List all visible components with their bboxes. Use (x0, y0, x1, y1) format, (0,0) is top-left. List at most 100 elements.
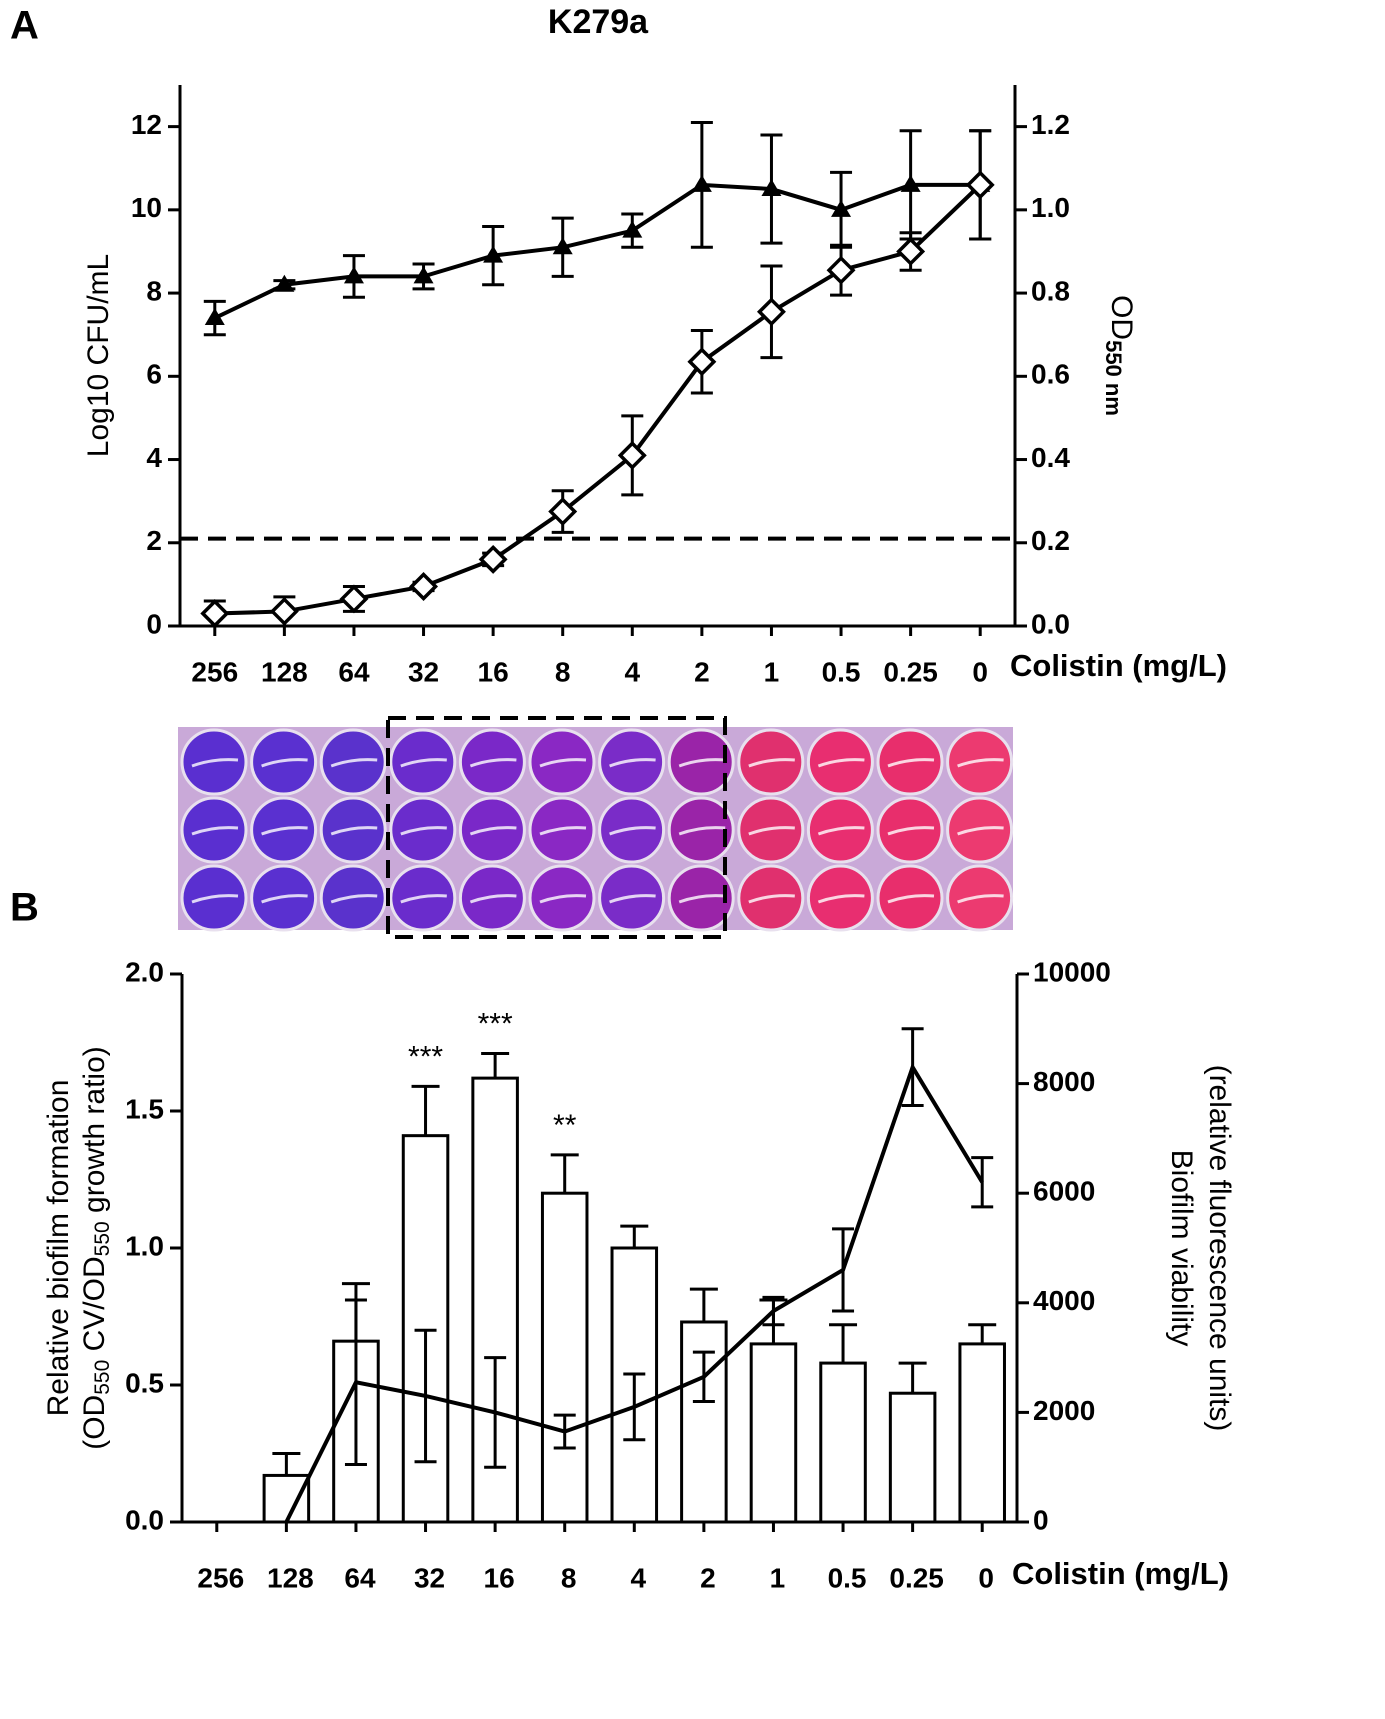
y2-tick-label: 0.4 (1031, 442, 1070, 473)
well-meniscus (817, 758, 865, 768)
well-meniscus (887, 758, 935, 768)
well-meniscus (609, 758, 656, 768)
y-tick-label: 8 (146, 275, 162, 306)
x-tick-label: 0.25 (883, 656, 938, 687)
marker (204, 308, 225, 326)
y2-tick-label: 4000 (1033, 1285, 1095, 1316)
y2-axis-label: Biofilm viability (1165, 1150, 1198, 1347)
y2-tick-label: 8000 (1033, 1066, 1095, 1097)
marker (548, 497, 578, 527)
well-meniscus (957, 758, 1004, 768)
error-bar (829, 1323, 858, 1364)
y2-tick-label: 1.0 (1031, 192, 1070, 223)
y-tick-label: 0 (146, 608, 162, 639)
well-meniscus (330, 894, 378, 904)
line (214, 183, 982, 616)
marker (478, 544, 508, 574)
y-axis-label: Log10 CFU/mL (82, 254, 115, 457)
well-meniscus (400, 894, 447, 904)
well-meniscus (469, 826, 517, 836)
marker (826, 255, 856, 285)
y-tick-label: 6 (146, 359, 162, 390)
error-bar (272, 1452, 301, 1476)
error-bar (620, 1224, 649, 1248)
marker (687, 347, 717, 377)
well-meniscus (887, 894, 935, 904)
bar (958, 1342, 1006, 1524)
well-meniscus (957, 894, 1004, 904)
y-tick-label: 1.0 (125, 1230, 164, 1261)
marker (896, 236, 926, 266)
y2-axis-label: (relative fluorescence units) (1203, 1065, 1236, 1432)
marker (761, 179, 782, 197)
well-meniscus (469, 894, 517, 904)
well-meniscus (539, 826, 587, 836)
error-bar (550, 1153, 579, 1194)
marker (617, 440, 647, 470)
bar (540, 1191, 589, 1524)
marker (339, 584, 369, 614)
bar (262, 1473, 311, 1524)
y-tick-label: 12 (131, 109, 162, 140)
well-meniscus (400, 758, 447, 768)
x-tick-label: 16 (478, 656, 509, 687)
y-tick-label: 1.5 (125, 1093, 164, 1124)
well-meniscus (678, 894, 726, 904)
y-tick-label: 4 (146, 442, 162, 473)
x-tick-label: 0 (978, 1562, 994, 1593)
y2-tick-label: 6000 (1033, 1176, 1095, 1207)
bar (888, 1391, 937, 1524)
y2-tick-label: 0.0 (1031, 608, 1070, 639)
marker (900, 174, 921, 192)
marker (200, 599, 230, 628)
well-meniscus (678, 758, 726, 768)
x-tick-label: 0 (972, 656, 988, 687)
x-tick-label: 32 (408, 656, 439, 687)
well-meniscus (400, 826, 447, 836)
x-tick-label: 2 (700, 1562, 716, 1593)
x-tick-label: 0.25 (889, 1562, 944, 1593)
x-axis-label: Colistin (mg/L) (1012, 1556, 1229, 1591)
well-meniscus (678, 826, 726, 836)
x-tick-label: 0.5 (822, 656, 861, 687)
error-bar (689, 1287, 718, 1322)
significance: ** (553, 1109, 577, 1142)
y-tick-label: 10 (131, 192, 162, 223)
x-tick-label: 8 (555, 656, 571, 687)
marker (756, 297, 786, 327)
y-tick-label: 2.0 (125, 956, 164, 987)
marker (274, 274, 295, 292)
label-part: 550 (91, 1221, 114, 1256)
x-tick-label: 16 (484, 1562, 515, 1593)
well-meniscus (539, 894, 587, 904)
label-part: CV/OD (78, 1256, 111, 1359)
chart-title: K279a (548, 3, 649, 41)
x-tick-label: 256 (191, 656, 238, 687)
y-tick-label: 0.0 (125, 1504, 164, 1535)
marker (552, 237, 573, 255)
marker (691, 174, 712, 192)
marker (269, 596, 299, 626)
marker (483, 245, 504, 263)
y2-tick-label: 1.2 (1031, 109, 1070, 140)
y2-tick-label: 10000 (1033, 956, 1111, 987)
bar (819, 1361, 867, 1524)
marker (409, 571, 439, 601)
dashed-box (386, 716, 727, 939)
marker (965, 170, 995, 200)
y-tick-label: 0.5 (125, 1367, 164, 1398)
x-tick-label: 1 (770, 1562, 786, 1593)
label-part: 550 nm (1101, 340, 1126, 416)
well-meniscus (261, 894, 308, 904)
label-part: growth ratio) (78, 1046, 111, 1221)
x-tick-label: 128 (267, 1562, 314, 1593)
significance: *** (408, 1040, 443, 1073)
y-axis-label: Relative biofilm formation (42, 1080, 75, 1417)
bar (749, 1342, 798, 1524)
well-meniscus (330, 826, 378, 836)
significance: *** (478, 1007, 513, 1040)
well-meniscus (191, 894, 239, 904)
label-part: 550 (91, 1360, 114, 1395)
well-meniscus (539, 758, 587, 768)
